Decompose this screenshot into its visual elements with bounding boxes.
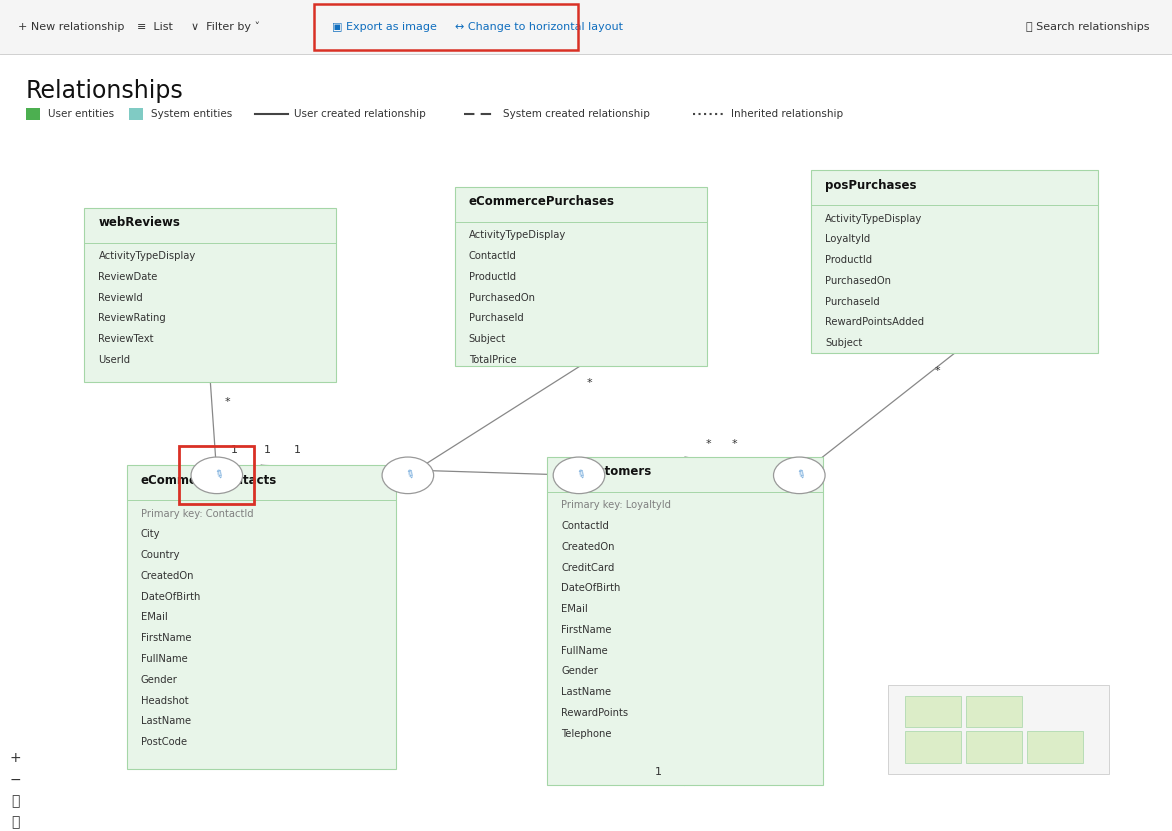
FancyBboxPatch shape xyxy=(127,465,396,769)
FancyBboxPatch shape xyxy=(26,108,40,120)
Text: User entities: User entities xyxy=(48,109,114,119)
Text: Gender: Gender xyxy=(141,675,177,685)
FancyBboxPatch shape xyxy=(966,696,1022,727)
Text: Primary key: ContactId: Primary key: ContactId xyxy=(141,509,253,519)
Text: PurchaseId: PurchaseId xyxy=(469,313,524,323)
Text: eCommerceContacts: eCommerceContacts xyxy=(141,474,277,487)
Text: Telephone: Telephone xyxy=(561,729,612,739)
Text: LastName: LastName xyxy=(141,716,191,726)
Text: ActivityTypeDisplay: ActivityTypeDisplay xyxy=(98,251,196,261)
FancyBboxPatch shape xyxy=(905,731,961,763)
Text: Headshot: Headshot xyxy=(141,696,189,706)
Text: ReviewDate: ReviewDate xyxy=(98,272,158,282)
Text: Gender: Gender xyxy=(561,666,598,676)
Text: ✎: ✎ xyxy=(210,469,224,482)
Text: ↔ Change to horizontal layout: ↔ Change to horizontal layout xyxy=(455,22,622,32)
Text: *: * xyxy=(935,366,940,376)
Text: ∨  Filter by ˅: ∨ Filter by ˅ xyxy=(191,22,260,32)
Text: 1: 1 xyxy=(231,445,238,455)
Text: *: * xyxy=(225,397,230,407)
Circle shape xyxy=(382,457,434,494)
FancyBboxPatch shape xyxy=(547,457,823,785)
Text: 1: 1 xyxy=(294,445,301,455)
Text: EMail: EMail xyxy=(561,604,588,614)
Text: DateOfBirth: DateOfBirth xyxy=(141,592,200,602)
Text: posPurchases: posPurchases xyxy=(825,179,917,192)
FancyBboxPatch shape xyxy=(84,208,336,382)
Text: CreatedOn: CreatedOn xyxy=(141,571,195,581)
Circle shape xyxy=(553,457,605,494)
Text: FirstName: FirstName xyxy=(141,633,191,643)
Text: Inherited relationship: Inherited relationship xyxy=(731,109,844,119)
Text: FullName: FullName xyxy=(141,654,188,664)
Text: CreatedOn: CreatedOn xyxy=(561,542,615,552)
Text: loyCustomers: loyCustomers xyxy=(561,465,652,479)
Text: + New relationship: + New relationship xyxy=(18,22,124,32)
Text: ProductId: ProductId xyxy=(469,272,516,282)
Text: ProductId: ProductId xyxy=(825,255,872,265)
Text: System entities: System entities xyxy=(151,109,232,119)
Text: ✎: ✎ xyxy=(401,469,415,482)
Text: LoyaltyId: LoyaltyId xyxy=(825,234,871,244)
Text: LastName: LastName xyxy=(561,687,612,697)
Text: PurchasedOn: PurchasedOn xyxy=(825,276,891,286)
FancyBboxPatch shape xyxy=(1027,731,1083,763)
Text: Primary key: LoyaltyId: Primary key: LoyaltyId xyxy=(561,500,672,510)
Text: PurchaseId: PurchaseId xyxy=(825,297,880,307)
Text: ReviewText: ReviewText xyxy=(98,334,154,344)
Text: Country: Country xyxy=(141,550,180,560)
Text: FirstName: FirstName xyxy=(561,625,612,635)
Text: PurchasedOn: PurchasedOn xyxy=(469,293,534,302)
Text: ReviewId: ReviewId xyxy=(98,293,143,302)
FancyBboxPatch shape xyxy=(455,187,707,366)
Text: 1: 1 xyxy=(655,767,661,777)
Text: Subject: Subject xyxy=(469,334,506,344)
Text: PostCode: PostCode xyxy=(141,737,186,747)
Text: RewardPoints: RewardPoints xyxy=(561,708,628,718)
Text: ✎: ✎ xyxy=(792,469,806,482)
Text: Relationships: Relationships xyxy=(26,79,184,103)
Text: ActivityTypeDisplay: ActivityTypeDisplay xyxy=(825,214,922,224)
Text: ⌕ Search relationships: ⌕ Search relationships xyxy=(1026,22,1149,32)
Circle shape xyxy=(774,457,825,494)
Text: ReviewRating: ReviewRating xyxy=(98,313,166,323)
FancyBboxPatch shape xyxy=(129,108,143,120)
Text: *: * xyxy=(586,378,592,388)
Text: TotalPrice: TotalPrice xyxy=(469,355,517,365)
FancyBboxPatch shape xyxy=(966,731,1022,763)
FancyBboxPatch shape xyxy=(0,0,1172,54)
Text: *: * xyxy=(706,439,711,449)
Text: −: − xyxy=(9,773,21,786)
Text: DateOfBirth: DateOfBirth xyxy=(561,583,621,593)
Text: 🔒: 🔒 xyxy=(11,816,20,829)
Text: RewardPointsAdded: RewardPointsAdded xyxy=(825,317,925,327)
Text: eCommercePurchases: eCommercePurchases xyxy=(469,195,615,209)
Text: ContactId: ContactId xyxy=(561,521,609,531)
Text: UserId: UserId xyxy=(98,355,130,365)
Text: Subject: Subject xyxy=(825,338,863,348)
Text: User created relationship: User created relationship xyxy=(294,109,425,119)
Text: ⛶: ⛶ xyxy=(11,794,20,808)
FancyBboxPatch shape xyxy=(905,696,961,727)
FancyBboxPatch shape xyxy=(888,685,1109,774)
Circle shape xyxy=(191,457,243,494)
Text: City: City xyxy=(141,529,161,539)
Text: ≡  List: ≡ List xyxy=(137,22,173,32)
Text: webReviews: webReviews xyxy=(98,216,180,229)
Text: *: * xyxy=(731,439,737,449)
Text: ▣ Export as image: ▣ Export as image xyxy=(332,22,436,32)
Text: EMail: EMail xyxy=(141,612,168,622)
Text: ActivityTypeDisplay: ActivityTypeDisplay xyxy=(469,230,566,240)
Text: ✎: ✎ xyxy=(572,469,586,482)
Text: 1: 1 xyxy=(264,445,271,455)
Text: FullName: FullName xyxy=(561,646,608,656)
FancyBboxPatch shape xyxy=(811,170,1098,353)
Text: ContactId: ContactId xyxy=(469,251,517,261)
Text: +: + xyxy=(9,751,21,765)
Text: System created relationship: System created relationship xyxy=(503,109,649,119)
Text: CreditCard: CreditCard xyxy=(561,563,615,573)
